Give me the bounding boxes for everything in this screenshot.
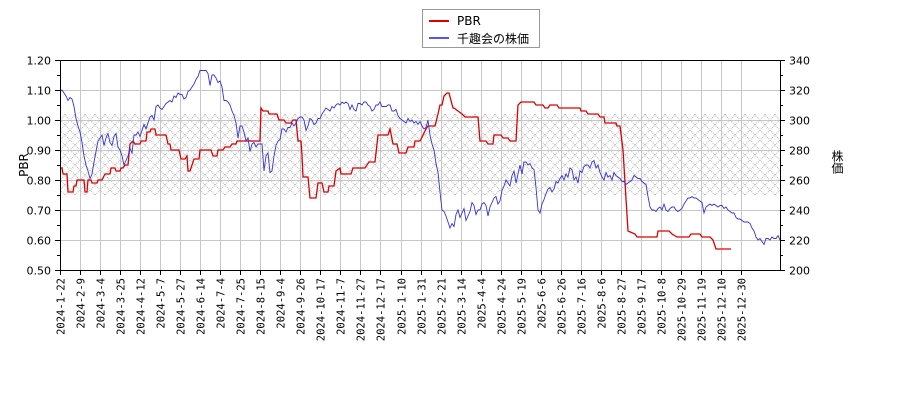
svg-text:2024-1-22: 2024-1-22 xyxy=(56,278,68,335)
svg-text:2024-3-25: 2024-3-25 xyxy=(116,278,128,335)
svg-text:2025-9-17: 2025-9-17 xyxy=(637,278,649,335)
svg-text:2024-10-17: 2024-10-17 xyxy=(316,278,328,341)
svg-text:340: 340 xyxy=(789,55,810,68)
svg-text:2024-11-27: 2024-11-27 xyxy=(356,278,368,341)
right-axis-title: 株価 xyxy=(830,150,844,174)
svg-text:0.70: 0.70 xyxy=(27,205,52,218)
svg-text:2025-10-29: 2025-10-29 xyxy=(677,278,689,341)
legend: PBR 千趣会の株価 xyxy=(422,9,540,48)
svg-text:1.10: 1.10 xyxy=(27,85,52,98)
svg-text:2025-11-19: 2025-11-19 xyxy=(697,278,709,341)
svg-text:1.00: 1.00 xyxy=(27,115,52,128)
svg-text:2025-4-4: 2025-4-4 xyxy=(477,278,489,329)
x-axis: 2024-1-22 2024-2-9 2024-3-4 2024-3-25 2024-4… xyxy=(56,270,749,341)
svg-text:220: 220 xyxy=(789,235,810,248)
svg-text:2025-12-10: 2025-12-10 xyxy=(717,278,729,341)
svg-text:2024-2-9: 2024-2-9 xyxy=(76,278,88,329)
svg-text:0.80: 0.80 xyxy=(27,175,52,188)
legend-label-pbr: PBR xyxy=(457,14,481,28)
svg-text:2024-11-7: 2024-11-7 xyxy=(336,278,348,335)
svg-text:2025-6-6: 2025-6-6 xyxy=(537,278,549,329)
svg-text:2024-7-4: 2024-7-4 xyxy=(216,278,228,329)
svg-text:2024-12-17: 2024-12-17 xyxy=(376,278,388,341)
svg-text:2024-7-25: 2024-7-25 xyxy=(236,278,248,335)
svg-text:2025-5-19: 2025-5-19 xyxy=(517,278,529,335)
svg-text:2025-1-10: 2025-1-10 xyxy=(397,278,409,335)
left-axis-title: PBR xyxy=(16,153,31,177)
svg-text:0.90: 0.90 xyxy=(27,145,52,158)
svg-text:0.50: 0.50 xyxy=(27,265,52,278)
svg-text:280: 280 xyxy=(789,145,810,158)
svg-text:2024-6-14: 2024-6-14 xyxy=(196,278,208,335)
right-axis: 340 320 300 280 260 240 220 200 xyxy=(780,55,810,278)
svg-text:260: 260 xyxy=(789,175,810,188)
svg-text:200: 200 xyxy=(789,265,810,278)
svg-text:2025-2-21: 2025-2-21 xyxy=(437,278,449,335)
svg-text:2025-6-26: 2025-6-26 xyxy=(557,278,569,335)
svg-text:2024-3-4: 2024-3-4 xyxy=(96,278,108,329)
svg-text:2024-9-4: 2024-9-4 xyxy=(276,278,288,329)
legend-item-pbr: PBR xyxy=(429,13,481,29)
legend-label-price: 千趣会の株価 xyxy=(457,31,530,46)
svg-text:2025-8-6: 2025-8-6 xyxy=(597,278,609,329)
svg-text:2024-4-12: 2024-4-12 xyxy=(136,278,148,335)
shaded-band xyxy=(60,114,780,195)
svg-text:2024-5-27: 2024-5-27 xyxy=(176,278,188,335)
svg-text:240: 240 xyxy=(789,205,810,218)
svg-text:2024-5-7: 2024-5-7 xyxy=(156,278,168,329)
svg-text:2025-12-30: 2025-12-30 xyxy=(737,278,749,341)
pbr-swatch-icon xyxy=(429,20,449,22)
svg-text:0.60: 0.60 xyxy=(27,235,52,248)
svg-text:320: 320 xyxy=(789,85,810,98)
pbr-line xyxy=(60,92,731,250)
price-line xyxy=(60,70,780,246)
price-swatch-icon xyxy=(429,37,449,39)
svg-text:2025-3-14: 2025-3-14 xyxy=(457,278,469,335)
svg-text:2024-8-15: 2024-8-15 xyxy=(256,278,268,335)
left-axis: 1.20 1.10 1.00 0.90 0.80 0.70 0.60 0.50 xyxy=(27,55,60,278)
svg-text:2025-1-31: 2025-1-31 xyxy=(417,278,429,335)
series-layer xyxy=(60,70,780,250)
svg-text:2025-7-16: 2025-7-16 xyxy=(577,278,589,335)
svg-text:2025-8-27: 2025-8-27 xyxy=(617,278,629,335)
svg-text:1.20: 1.20 xyxy=(27,55,52,68)
legend-item-price: 千趣会の株価 xyxy=(429,30,529,46)
svg-text:2024-9-26: 2024-9-26 xyxy=(296,278,308,335)
svg-text:300: 300 xyxy=(789,115,810,128)
svg-text:2025-4-24: 2025-4-24 xyxy=(497,278,509,335)
svg-text:2025-10-8: 2025-10-8 xyxy=(657,278,669,335)
